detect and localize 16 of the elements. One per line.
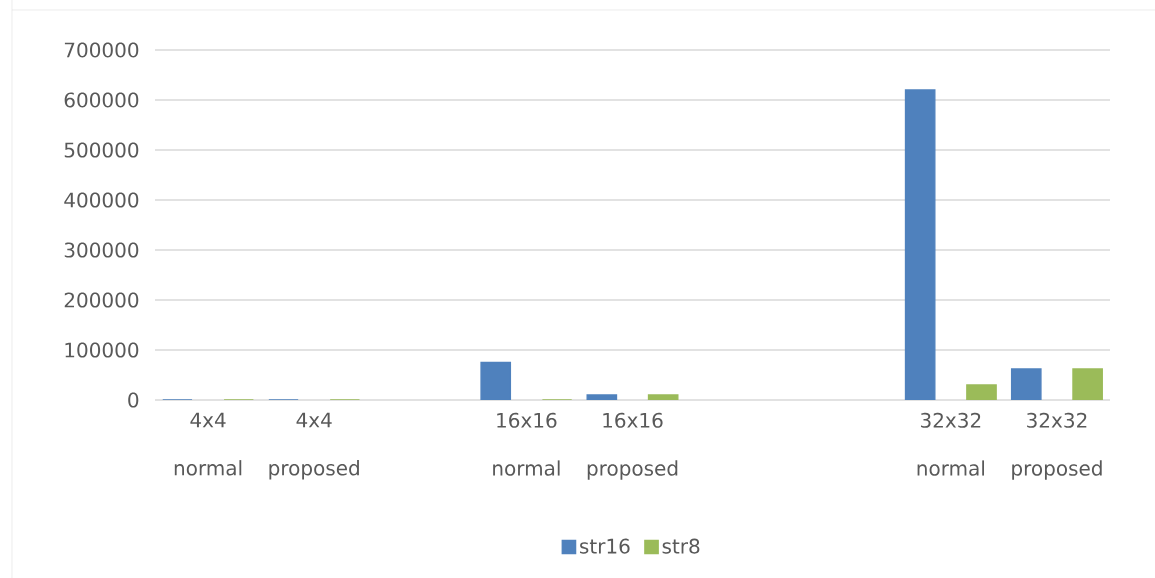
y-tick-label: 100000: [65, 342, 139, 358]
category-label: 4x4 proposed: [269, 412, 359, 480]
category-label: 4x4 normal: [174, 412, 242, 476]
category-label: 16x16 proposed: [587, 412, 678, 480]
y-tick-label: 0: [128, 392, 139, 408]
y-tick-label: 200000: [64, 292, 139, 308]
y-tick-label: 600000: [64, 92, 139, 108]
legend-label: str16: [580, 538, 630, 554]
legend-label: str8: [662, 538, 700, 554]
category-label: 32x32 normal: [917, 412, 985, 476]
category-label: 16x16 normal: [493, 412, 560, 476]
y-tick-label: 700000: [64, 42, 139, 58]
category-label: 32x32 proposed: [1012, 412, 1102, 480]
y-tick-label: 300000: [64, 242, 139, 258]
y-tick-label: 400000: [64, 192, 139, 208]
y-tick-label: 500000: [64, 142, 139, 158]
